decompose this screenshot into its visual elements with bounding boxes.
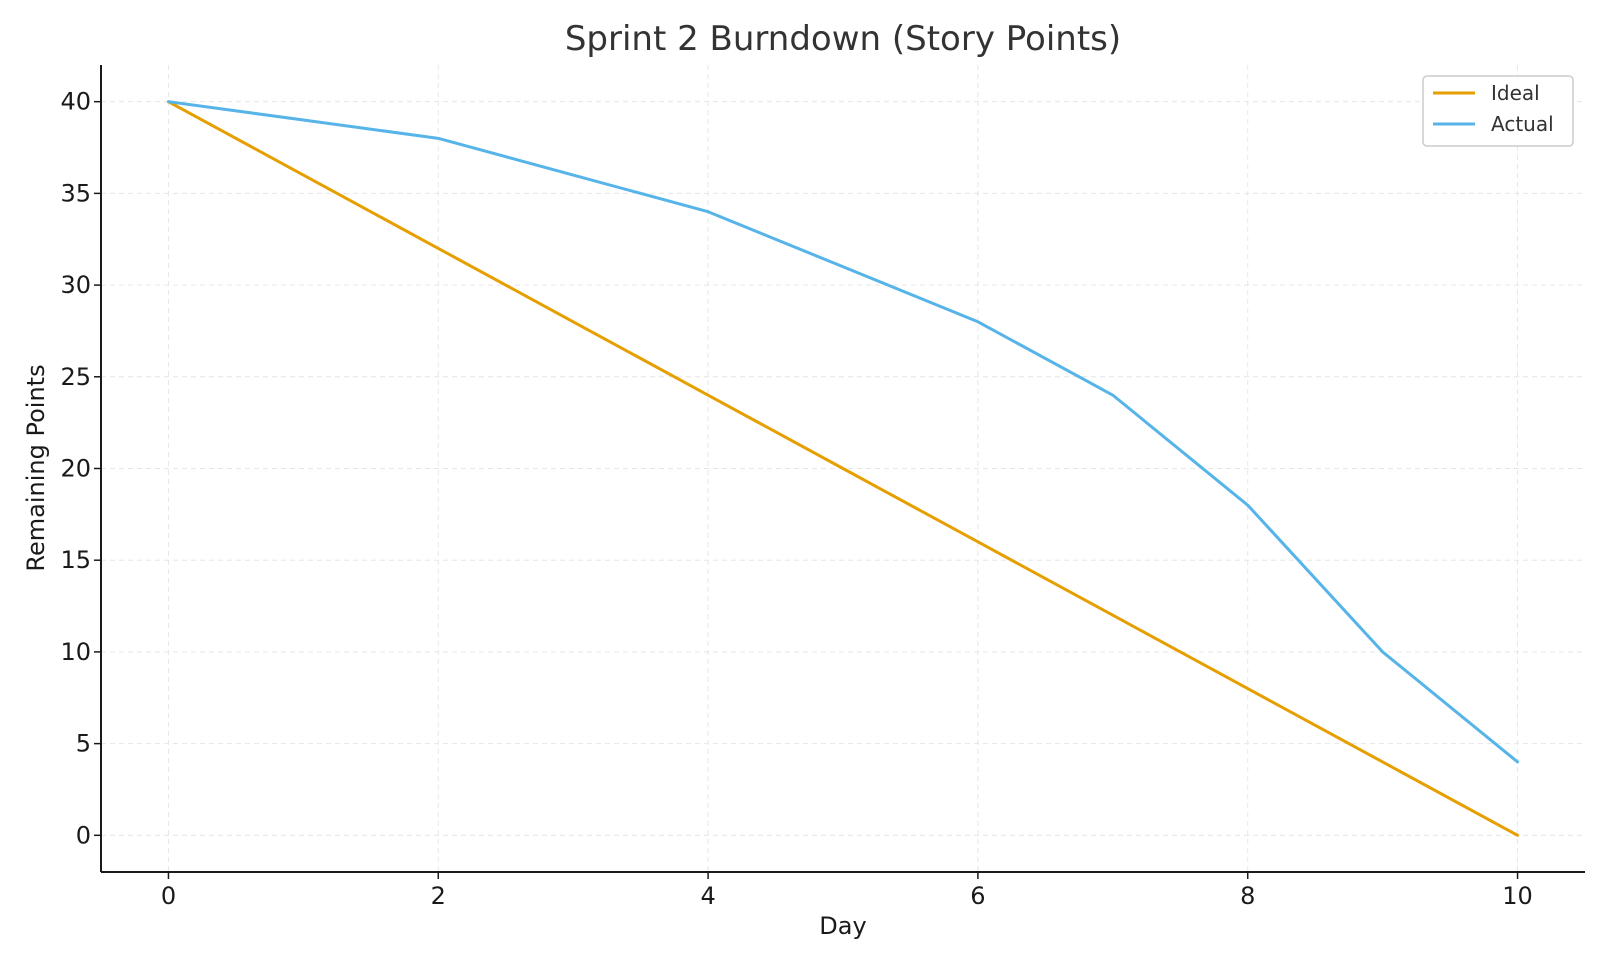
legend: Ideal Actual [1422, 75, 1574, 147]
series-layer [166, 100, 1520, 837]
y-tick-label: 20 [60, 455, 91, 483]
ticks-layer: 0 2 4 6 8 10 0 5 10 15 20 25 30 35 40 [60, 88, 1532, 910]
y-tick-label: 25 [60, 363, 91, 391]
series-line-ideal [166, 100, 1520, 837]
x-tick-label: 0 [161, 882, 176, 910]
y-tick-label: 30 [60, 271, 91, 299]
y-tick-label: 0 [76, 821, 91, 849]
x-axis-label: Day [819, 912, 866, 940]
y-tick-label: 10 [60, 638, 91, 666]
x-tick-label: 8 [1240, 882, 1255, 910]
x-tick-label: 10 [1502, 882, 1533, 910]
x-tick-label: 6 [970, 882, 985, 910]
y-tick-label: 15 [60, 546, 91, 574]
y-tick-label: 40 [60, 88, 91, 116]
chart-title: Sprint 2 Burndown (Story Points) [565, 19, 1121, 59]
x-tick-label: 4 [700, 882, 715, 910]
y-tick-label: 35 [60, 179, 91, 207]
y-axis-label: Remaining Points [22, 364, 50, 571]
legend-label-actual: Actual [1491, 112, 1554, 136]
series-line-actual [166, 100, 1520, 764]
x-tick-label: 2 [431, 882, 446, 910]
y-tick-label: 5 [76, 730, 91, 758]
legend-label-ideal: Ideal [1491, 81, 1540, 105]
